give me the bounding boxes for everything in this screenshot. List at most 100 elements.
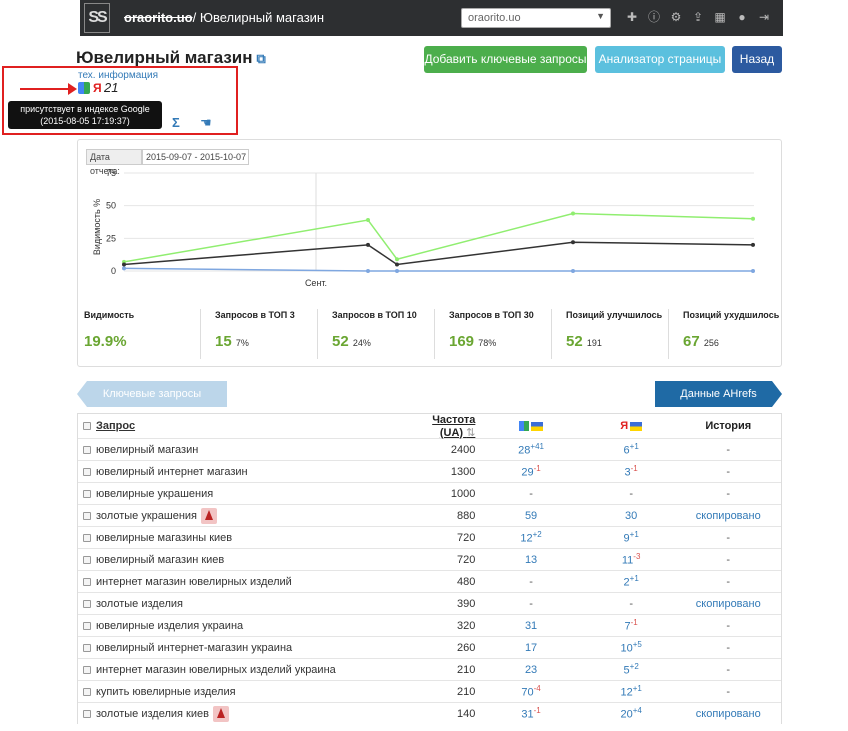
google-position-cell[interactable]: 70-4 — [475, 684, 586, 699]
data-point[interactable] — [571, 240, 575, 245]
query-text: ювелирный магазин киев — [96, 553, 225, 566]
info-icon[interactable]: ⓘ — [647, 10, 660, 24]
breadcrumb-project[interactable]: oraorito.uo — [124, 10, 193, 25]
data-point[interactable] — [366, 269, 370, 273]
table-row: золотые изделия 390 - - скопировано — [78, 592, 781, 614]
google-position-cell[interactable]: 29-1 — [475, 464, 586, 479]
history-cell[interactable]: скопировано — [676, 510, 782, 522]
history-cell: - — [676, 664, 782, 676]
yandex-position-cell[interactable]: 10+5 — [587, 640, 676, 655]
yandex-position-cell[interactable]: 5+2 — [587, 662, 676, 677]
user-icon[interactable]: ● — [738, 10, 746, 24]
yandex-position-cell[interactable]: 20+4 — [587, 706, 676, 721]
report-date-range[interactable]: 2015-09-07 - 2015-10-07 — [142, 149, 249, 165]
stat-5: Позиций ухудшилось 67 256 — [669, 309, 786, 359]
row-checkbox[interactable] — [83, 621, 91, 630]
frequency-column-header[interactable]: Частота (UA) — [432, 413, 476, 439]
sort-icon[interactable]: ⇅ — [466, 426, 476, 439]
warning-icon[interactable] — [212, 705, 229, 722]
google-position-cell[interactable]: 12+2 — [475, 530, 586, 545]
history-value: - — [726, 641, 731, 654]
plus-icon[interactable]: ✚ — [626, 10, 638, 24]
google-position-cell[interactable]: 13 — [475, 554, 586, 566]
google-icon[interactable] — [78, 82, 90, 94]
data-point[interactable] — [122, 262, 126, 267]
yandex-position: 12 — [620, 686, 633, 699]
query-column-header[interactable]: Запрос — [96, 420, 136, 432]
frequency-cell: 140 — [457, 707, 476, 720]
google-position-cell[interactable]: 17 — [475, 642, 586, 654]
row-checkbox[interactable] — [83, 511, 91, 520]
row-checkbox[interactable] — [83, 533, 91, 542]
y-axis-label: Видимость % — [92, 199, 102, 255]
data-point[interactable] — [122, 266, 126, 271]
data-point[interactable] — [571, 211, 575, 216]
row-checkbox[interactable] — [83, 599, 91, 608]
google-position-cell[interactable]: - — [475, 598, 586, 610]
query-text: золотые изделия — [96, 597, 183, 610]
stat-label: Позиций улучшилось — [566, 310, 663, 320]
data-point[interactable] — [366, 218, 370, 223]
google-position-cell[interactable]: 31 — [475, 620, 586, 632]
google-position-cell[interactable]: 59 — [475, 510, 586, 522]
yandex-position-cell[interactable]: 6+1 — [587, 442, 676, 457]
yandex-position-cell[interactable]: - — [587, 488, 676, 500]
yandex-position-cell[interactable]: - — [587, 598, 676, 610]
external-link-icon[interactable]: ⧉ — [256, 51, 266, 66]
yandex-position-cell[interactable]: 12+1 — [587, 684, 676, 699]
grid-icon[interactable]: ▦ — [714, 10, 726, 24]
data-point[interactable] — [751, 242, 755, 247]
row-checkbox[interactable] — [83, 687, 91, 696]
yandex-position-cell[interactable]: 7-1 — [587, 618, 676, 633]
row-checkbox[interactable] — [83, 445, 91, 454]
row-checkbox[interactable] — [83, 643, 91, 652]
add-keywords-button[interactable]: Добавить ключевые запросы — [424, 46, 587, 73]
google-ua-column-header[interactable] — [475, 420, 586, 432]
yandex-position-cell[interactable]: 3-1 — [587, 464, 676, 479]
data-point[interactable] — [751, 269, 755, 273]
history-cell[interactable]: скопировано — [676, 708, 782, 720]
data-point[interactable] — [395, 269, 399, 273]
yandex-position-cell[interactable]: 30 — [587, 510, 676, 522]
row-checkbox[interactable] — [83, 467, 91, 476]
tab-ahrefs[interactable]: Данные AHrefs — [655, 381, 782, 407]
yandex-ua-column-header[interactable]: Я — [587, 420, 676, 432]
history-cell[interactable]: скопировано — [676, 598, 782, 610]
google-position-cell[interactable]: - — [475, 488, 586, 500]
stat-2: Запросов в ТОП 10 52 24% — [318, 309, 435, 359]
yandex-position-cell[interactable]: 9+1 — [587, 530, 676, 545]
data-point[interactable] — [366, 242, 370, 247]
google-position-cell[interactable]: 31-1 — [475, 706, 586, 721]
row-checkbox[interactable] — [83, 665, 91, 674]
yandex-icon[interactable]: Я — [93, 81, 102, 95]
page-analyzer-button[interactable]: Анализатор страницы — [595, 46, 725, 73]
data-point[interactable] — [571, 269, 575, 273]
yandex-position-cell[interactable]: 11-3 — [587, 552, 676, 567]
project-select[interactable]: oraorito.uo ▼ — [461, 8, 611, 28]
signout-icon[interactable]: ⇥ — [758, 10, 770, 24]
logo[interactable]: SS — [84, 3, 110, 33]
yandex-position-cell[interactable]: 2+1 — [587, 574, 676, 589]
back-button[interactable]: Назад — [732, 46, 782, 73]
data-point[interactable] — [395, 262, 399, 267]
row-checkbox[interactable] — [83, 489, 91, 498]
pointer-hand-icon[interactable]: ☚ — [200, 115, 212, 130]
google-position-cell[interactable]: 28+41 — [475, 442, 586, 457]
data-point[interactable] — [751, 216, 755, 221]
data-point[interactable] — [395, 257, 399, 262]
table-row: купить ювелирные изделия 210 70-4 12+1- — [78, 680, 781, 702]
sigma-icon[interactable]: Σ — [172, 115, 180, 130]
history-value: скопировано — [695, 707, 761, 720]
upload-icon[interactable]: ⇪ — [692, 10, 704, 24]
row-checkbox[interactable] — [83, 555, 91, 564]
tech-info-link[interactable]: тех. информация — [78, 70, 158, 81]
google-position-cell[interactable]: 23 — [475, 664, 586, 676]
row-checkbox[interactable] — [83, 577, 91, 586]
tab-keywords[interactable]: Ключевые запросы — [77, 381, 227, 407]
x-tick-label: Сент. — [305, 278, 327, 288]
gears-icon[interactable]: ⚙ — [670, 10, 682, 24]
row-checkbox[interactable] — [83, 709, 91, 718]
select-all-checkbox[interactable] — [83, 422, 91, 430]
warning-icon[interactable] — [201, 507, 217, 524]
google-position-cell[interactable]: - — [475, 576, 586, 588]
